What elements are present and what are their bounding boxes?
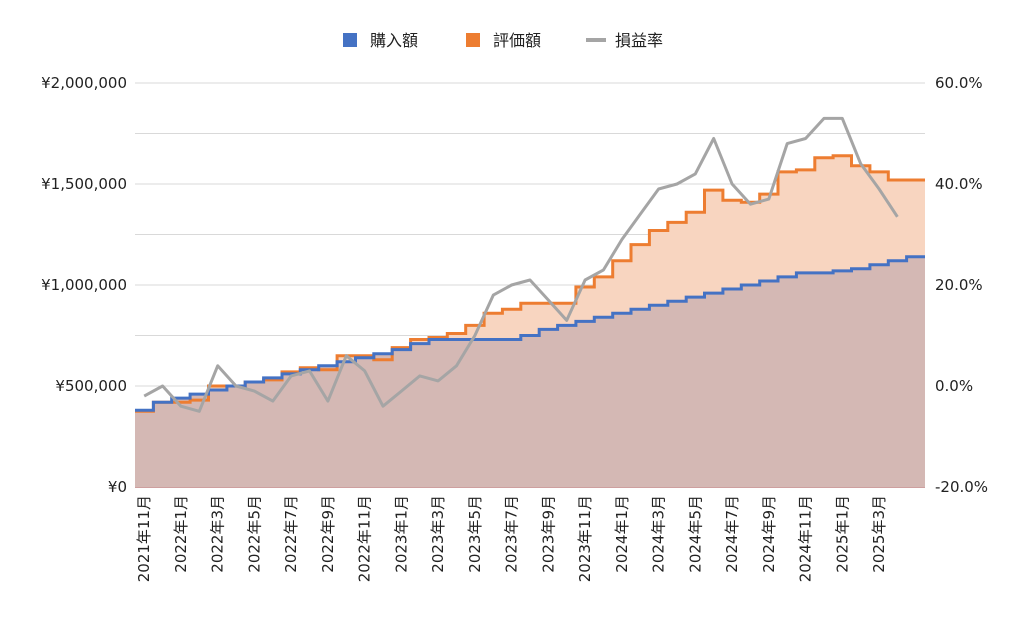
chart-areas bbox=[135, 155, 925, 487]
x-tick-label: 2024年11月 bbox=[797, 495, 815, 582]
x-tick-label: 2022年11月 bbox=[356, 495, 374, 582]
right-tick-label: 20.0% bbox=[935, 276, 983, 294]
x-tick-label: 2023年9月 bbox=[539, 495, 557, 573]
x-tick-label: 2022年3月 bbox=[209, 495, 227, 573]
left-tick-label: ¥500,000 bbox=[55, 377, 127, 395]
x-tick-label: 2023年3月 bbox=[429, 495, 447, 573]
legend-swatch bbox=[343, 33, 357, 47]
profit-rate-line bbox=[143, 116, 899, 413]
left-tick-label: ¥2,000,000 bbox=[41, 74, 127, 92]
legend-label: 購入額 bbox=[370, 31, 418, 50]
x-tick-label: 2025年3月 bbox=[870, 495, 888, 573]
x-tick-label: 2024年9月 bbox=[760, 495, 778, 573]
x-tick-label: 2023年5月 bbox=[466, 495, 484, 573]
chart-lines bbox=[135, 116, 925, 413]
left-tick-label: ¥0 bbox=[108, 478, 127, 496]
legend-label: 評価額 bbox=[493, 31, 541, 50]
axes: ¥0 ¥500,000 ¥1,000,000 ¥1,500,000 ¥2,000,000… bbox=[41, 74, 988, 582]
legend-label: 損益率 bbox=[615, 31, 663, 50]
x-tick-label: 2024年5月 bbox=[686, 495, 704, 573]
x-tick-label: 2024年7月 bbox=[723, 495, 741, 573]
legend: 購入額 評価額 損益率 bbox=[343, 31, 663, 50]
x-tick-label: 2022年5月 bbox=[245, 495, 263, 573]
left-tick-label: ¥1,500,000 bbox=[41, 175, 127, 193]
right-tick-label: 40.0% bbox=[935, 175, 983, 193]
x-tick-label: 2024年1月 bbox=[613, 495, 631, 573]
left-tick-label: ¥1,000,000 bbox=[41, 276, 127, 294]
x-tick-label: 2021年11月 bbox=[135, 495, 153, 582]
x-tick-label: 2022年1月 bbox=[172, 495, 190, 573]
x-tick-label: 2023年11月 bbox=[576, 495, 594, 582]
x-tick-label: 2022年9月 bbox=[319, 495, 337, 573]
purchase-area bbox=[135, 256, 925, 487]
legend-swatch bbox=[466, 33, 480, 47]
x-tick-label: 2023年1月 bbox=[392, 495, 410, 573]
purchase-line bbox=[135, 255, 925, 412]
x-tick-label: 2023年7月 bbox=[503, 495, 521, 573]
right-tick-label: 0.0% bbox=[935, 377, 973, 395]
right-tick-label: 60.0% bbox=[935, 74, 983, 92]
x-tick-label: 2022年7月 bbox=[282, 495, 300, 573]
right-tick-label: -20.0% bbox=[935, 478, 988, 496]
x-tick-label: 2025年1月 bbox=[833, 495, 851, 573]
x-tick-label: 2024年3月 bbox=[650, 495, 668, 573]
